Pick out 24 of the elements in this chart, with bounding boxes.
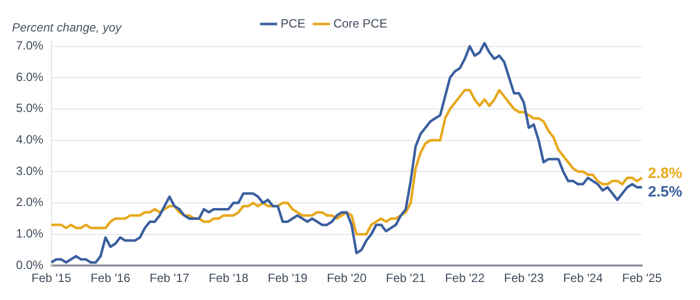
x-tick-label: Feb '16 [90, 271, 131, 286]
y-tick-label: 0.0% [16, 258, 44, 272]
x-tick-label: Feb '15 [32, 271, 72, 286]
y-tick-label: 4.0% [16, 132, 44, 147]
y-tick-label: 7.0% [16, 38, 44, 53]
legend-label: Core PCE [333, 16, 388, 30]
y-tick-label: 2.0% [16, 195, 44, 210]
x-tick-label: Feb '24 [563, 271, 604, 286]
y-axis-title: Percent change, yoy [12, 20, 122, 34]
x-tick-label: Feb '19 [268, 271, 308, 286]
annotation: 2.8% [648, 165, 682, 182]
y-tick-label: 3.0% [16, 164, 44, 178]
y-tick-label: 5.0% [16, 101, 44, 116]
annotation: 2.5% [648, 183, 682, 200]
x-tick-label: Feb '18 [208, 271, 249, 286]
legend-label: PCE [280, 16, 306, 30]
x-tick-label: Feb '20 [326, 271, 367, 286]
x-tick-label: Feb '21 [386, 271, 426, 286]
x-tick-label: Feb '25 [622, 271, 662, 286]
y-tick-label: 1.0% [16, 226, 44, 241]
y-tick-label: 6.0% [16, 70, 44, 84]
x-tick-label: Feb '17 [150, 271, 190, 286]
x-tick-label: Feb '23 [504, 271, 544, 286]
x-tick-label: Feb '22 [444, 271, 485, 286]
